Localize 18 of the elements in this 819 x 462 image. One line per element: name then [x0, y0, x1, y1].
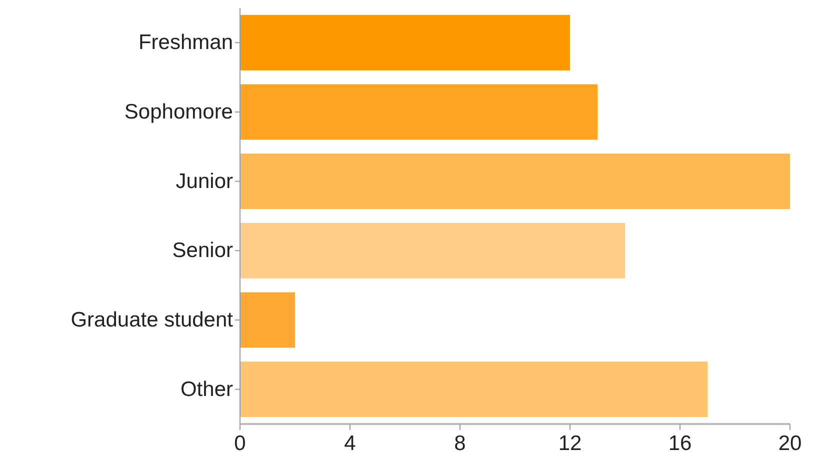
y-tick-label: Senior [172, 239, 234, 262]
y-tick-label: Graduate student [70, 308, 234, 332]
x-tick-label: 20 [778, 432, 802, 455]
bar [240, 362, 708, 418]
bar [240, 84, 598, 140]
bar [240, 292, 295, 348]
bar [240, 222, 625, 278]
y-tick-label: Freshman [138, 31, 233, 54]
x-tick-label: 4 [344, 432, 356, 455]
x-tick-label: 12 [558, 432, 582, 455]
y-tick-label: Sophomore [124, 100, 233, 124]
bar [240, 14, 570, 70]
x-tick-label: 8 [454, 432, 466, 455]
bar [240, 154, 790, 210]
y-tick-label: Other [180, 378, 233, 401]
y-tick-label: Junior [176, 170, 233, 193]
x-tick-label: 16 [668, 432, 692, 455]
x-tick-label: 0 [234, 432, 246, 455]
